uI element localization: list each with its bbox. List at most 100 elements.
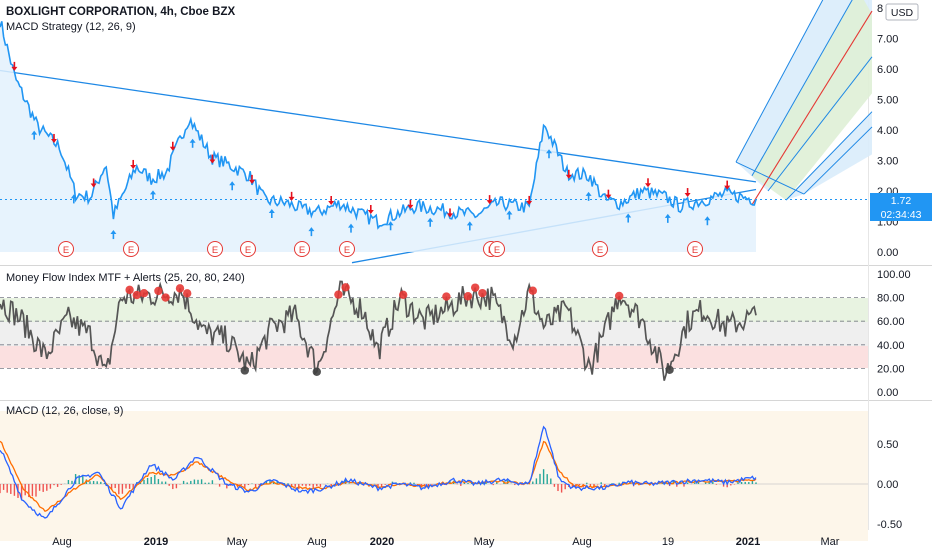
- x-tick-label: Mar: [821, 536, 840, 548]
- earnings-marker: E: [339, 241, 355, 257]
- y-tick-label: 20.00: [877, 363, 905, 375]
- sell-arrow: [90, 178, 97, 188]
- x-tick-label: 2019: [144, 536, 168, 548]
- earnings-circle: [207, 241, 223, 257]
- macd-line: [0, 425, 757, 519]
- sell-arrow: [565, 169, 572, 179]
- earnings-letter: E: [299, 245, 305, 256]
- sell-arrow-head: [367, 209, 374, 214]
- sell-arrow-head: [565, 174, 572, 179]
- sell-arrow-head: [526, 200, 533, 205]
- pitchfork-line: [751, 0, 853, 176]
- buy-arrow: [110, 230, 117, 240]
- x-tick-label: 2021: [736, 536, 760, 548]
- earnings-marker: E: [58, 241, 74, 257]
- sell-arrow: [169, 141, 176, 151]
- sell-arrow-head: [209, 159, 216, 164]
- pitchfork-median-line: [751, 10, 873, 206]
- y-tick-label: 0.00: [877, 387, 898, 399]
- y-tick-label: 60.00: [877, 316, 905, 328]
- mfi-alert-dot: [399, 290, 408, 300]
- buy-arrow: [348, 223, 354, 233]
- mfi-alert-dot: [341, 283, 350, 292]
- time-axis[interactable]: Aug 2019 May Aug 2020 May Aug 19 2021 Mar: [52, 536, 840, 548]
- buy-arrow: [704, 216, 711, 226]
- x-tick-label: 2020: [370, 536, 394, 548]
- mfi-alert-dot: [615, 291, 624, 301]
- earnings-marker: E: [489, 241, 505, 257]
- earnings-marker: E: [294, 241, 310, 257]
- earnings-markers[interactable]: EEEEEEEEEE: [58, 241, 703, 257]
- x-tick-label: Aug: [52, 536, 72, 548]
- buy-arrow-head: [110, 230, 117, 235]
- earnings-marker: E: [123, 241, 139, 257]
- sell-arrow-head: [90, 183, 97, 188]
- y-tick-label: 8: [877, 3, 883, 15]
- earnings-letter: E: [597, 245, 603, 256]
- earnings-circle: [339, 241, 355, 257]
- y-tick-label: 40.00: [877, 340, 905, 352]
- sell-arrow-head: [605, 194, 612, 199]
- earnings-circle: [294, 241, 310, 257]
- earnings-marker: E: [207, 241, 223, 257]
- buy-arrow-head: [150, 190, 156, 195]
- mfi-alert-dot: [161, 293, 170, 302]
- mfi-alert-dot: [528, 286, 537, 295]
- strategy-label: MACD Strategy (12, 26, 9): [6, 21, 136, 33]
- buy-arrow: [387, 221, 394, 231]
- sell-arrow-head: [407, 204, 414, 209]
- strategy-signals: [11, 61, 731, 240]
- currency-button[interactable]: USD: [885, 3, 919, 21]
- buy-arrow: [427, 217, 434, 227]
- sell-arrow: [486, 195, 493, 205]
- mfi-alert-dot: [125, 285, 134, 295]
- mfi-alert-dot: [442, 292, 451, 301]
- buy-arrow: [268, 208, 275, 218]
- sell-arrow-head: [169, 146, 176, 151]
- earnings-circle: [58, 241, 74, 257]
- buy-arrow: [466, 221, 473, 231]
- price-series: [0, 21, 868, 252]
- buy-arrow-head: [664, 213, 671, 218]
- sell-arrow-head: [684, 193, 691, 198]
- macd-pane-background: [0, 411, 868, 541]
- mfi-alert-dot: [471, 283, 480, 292]
- mfi-alert-dot: [312, 367, 321, 376]
- sell-arrow: [328, 195, 335, 205]
- macd-label: MACD (12, 26, close, 9): [6, 405, 123, 417]
- mfi-alert-dot: [334, 290, 343, 299]
- buy-arrow: [189, 138, 196, 148]
- sell-arrow: [526, 195, 533, 205]
- sell-arrow-head: [11, 66, 18, 71]
- sell-arrow: [605, 189, 612, 199]
- buy-arrow: [31, 130, 38, 140]
- y-tick-label: 7.00: [877, 34, 898, 46]
- buy-arrow: [229, 181, 236, 191]
- buy-arrow: [585, 191, 592, 201]
- y-tick-label: 5.00: [877, 95, 898, 107]
- sell-arrow: [11, 61, 18, 71]
- currency-label: USD: [891, 7, 914, 19]
- y-tick-label: 0.00: [877, 247, 898, 259]
- buy-arrow: [70, 194, 77, 204]
- buy-arrow-head: [70, 194, 77, 199]
- sell-arrow-head: [51, 138, 57, 143]
- earnings-marker: E: [687, 241, 703, 257]
- buy-arrow-head: [189, 138, 196, 143]
- sell-arrow-head: [288, 196, 295, 201]
- buy-arrow-head: [268, 208, 275, 213]
- mfi-alert-dot: [665, 365, 674, 375]
- earnings-letter: E: [128, 245, 134, 256]
- mfi-alert-dot: [139, 288, 149, 298]
- y-tick-label: 80.00: [877, 293, 905, 305]
- mfi-series: [0, 280, 757, 381]
- buy-arrow-head: [229, 181, 236, 186]
- x-tick-label: May: [227, 536, 248, 548]
- earnings-circle: [123, 241, 139, 257]
- y-tick-label: 6.00: [877, 64, 898, 76]
- price-drawings[interactable]: [0, 0, 873, 264]
- x-tick-label: 19: [662, 536, 674, 548]
- x-tick-label: May: [474, 536, 495, 548]
